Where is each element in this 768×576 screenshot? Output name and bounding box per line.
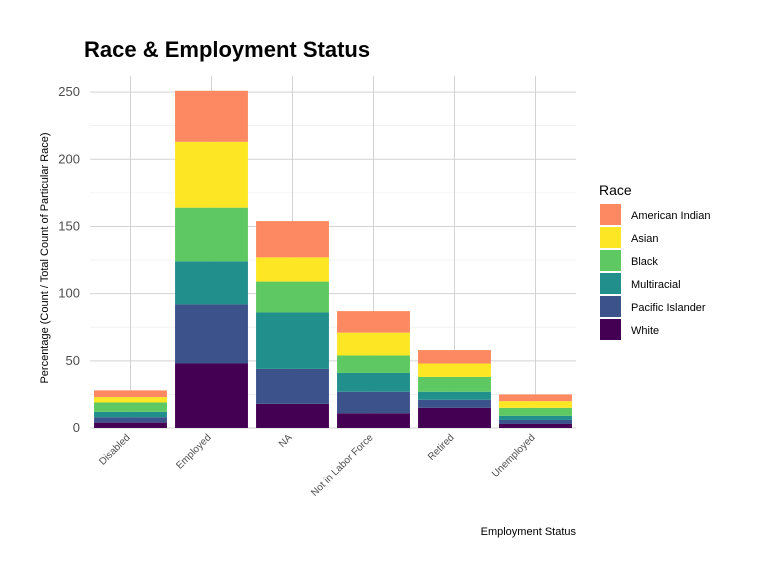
bar-segment-american-indian [337,311,410,333]
bar-segment-asian [94,397,167,403]
bar-segment-black [418,376,491,392]
legend-swatch [600,204,621,225]
bar-segment-american-indian [499,394,572,402]
x-axis-ticks: Disabled Employed NA Not in Labor Force Reti… [97,432,537,499]
legend-label: White [631,325,659,337]
bar-segment-american-indian [418,350,491,364]
legend-swatch [600,296,621,317]
legend-swatch [600,250,621,271]
legend-swatch [600,227,621,248]
bar-segment-black [499,407,572,416]
bar-segment-white [418,407,491,428]
bar-segment-asian [499,401,572,408]
bar-segment-pacific-islander [256,368,329,404]
bar-segment-black [337,355,410,373]
legend-label: American Indian [631,210,711,222]
x-tick-label: NA [277,432,295,450]
bar-segment-black [175,207,248,262]
chart-title: Race & Employment Status [84,37,370,62]
y-tick-label: 100 [58,286,80,301]
legend-swatch [600,319,621,340]
x-tick-label: Employed [174,432,213,471]
bar-segment-pacific-islander [94,417,167,423]
x-tick-label: Not in Labor Force [309,432,376,499]
y-tick-label: 50 [66,353,80,368]
bar-segment-multiracial [418,391,491,400]
legend-swatch [600,273,621,294]
bar-segment-white [499,423,572,428]
bar-segment-multiracial [337,372,410,392]
x-tick-label: Unemployed [490,432,537,479]
x-tick-label: Disabled [97,432,132,467]
legend-label: Black [631,256,658,268]
bar-segment-pacific-islander [499,419,572,424]
x-axis-title: Employment Status [481,526,577,538]
bar-segment-asian [256,257,329,282]
bar-segment-black [94,402,167,412]
legend-title: Race [599,182,632,198]
bar-segment-multiracial [499,415,572,420]
bar-segment-white [337,413,410,428]
y-axis-title: Percentage (Count / Total Count of Parti… [39,132,51,383]
bar-segment-asian [337,332,410,356]
bar-segment-american-indian [175,90,248,142]
legend: Race American Indian Asian Black Multiracia… [599,182,711,340]
y-tick-label: 200 [58,151,80,166]
gridlines [90,76,576,429]
bar-segment-white [94,422,167,428]
y-tick-label: 150 [58,218,80,233]
x-tick-label: Retired [426,432,457,463]
y-tick-label: 0 [73,420,80,435]
bar-segment-pacific-islander [337,391,410,414]
legend-label: Asian [631,233,659,245]
bar-segment-white [256,403,329,428]
legend-label: Multiracial [631,279,681,291]
bar-segment-american-indian [256,221,329,258]
bar-segment-multiracial [256,312,329,369]
y-tick-label: 250 [58,84,80,99]
bar-segment-pacific-islander [175,304,248,364]
bars [94,90,572,428]
bar-segment-white [175,363,248,428]
bar-segment-multiracial [94,411,167,418]
legend-label: Pacific Islander [631,302,706,314]
bar-segment-multiracial [175,261,248,305]
y-axis-ticks: 0 50 100 150 200 250 [58,84,80,435]
bar-segment-asian [418,363,491,377]
bar-segment-black [256,281,329,313]
bar-segment-asian [175,141,248,208]
bar-segment-pacific-islander [418,399,491,408]
bar-segment-american-indian [94,390,167,398]
